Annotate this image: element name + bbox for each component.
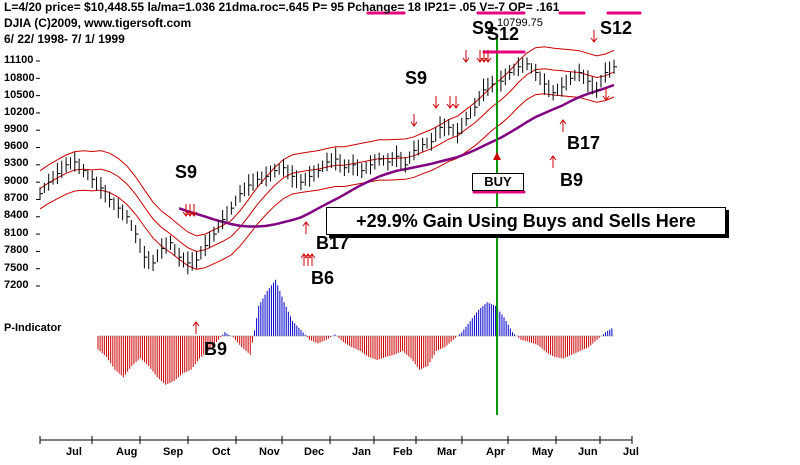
price-note: 10799.75: [497, 17, 543, 29]
y-tick-label: 8400: [4, 209, 29, 221]
moving-average-line: [178, 83, 615, 228]
header-date-range: 6/ 22/ 1998- 7/ 1/ 1999: [4, 32, 125, 46]
sell-arrow: [590, 30, 598, 43]
signal-b6-dec: B6: [311, 268, 335, 288]
sell-arrow: [446, 96, 454, 109]
y-tick-label: 9900: [4, 123, 29, 135]
y-tick-label: 7800: [4, 244, 29, 256]
y-tick-label: 9000: [4, 175, 29, 187]
x-tick-label: Mar: [437, 446, 457, 458]
y-tick-label: 10200: [4, 106, 35, 118]
buy-arrow: [308, 253, 316, 266]
signal-s9-sep: S9: [175, 162, 198, 182]
signal-b9-sep: B9: [204, 339, 228, 359]
sell-arrow: [484, 50, 492, 63]
sell-arrow: [190, 204, 198, 217]
x-tick-label: Jun: [578, 446, 598, 458]
sell-arrow: [432, 96, 440, 109]
x-tick-label: Feb: [393, 446, 413, 458]
x-tick-label: May: [532, 446, 554, 458]
header-title-line: DJIA (C)2009, www.tigersoft.com: [4, 16, 192, 30]
x-tick-label: Aug: [116, 446, 138, 458]
signal-b17-may: B17: [567, 133, 601, 153]
y-tick-label: 8100: [4, 227, 29, 239]
x-tick-label: Jul: [66, 446, 82, 458]
x-tick-label: Sep: [163, 446, 184, 458]
x-tick-label: Apr: [486, 446, 505, 458]
y-tick-label: 9300: [4, 157, 29, 169]
y-tick-label: 7200: [4, 279, 29, 291]
x-tick-label: Oct: [212, 446, 231, 458]
x-tick-label: Jan: [352, 446, 371, 458]
x-tick-label: Jul: [623, 446, 639, 458]
sell-arrow: [602, 88, 610, 101]
y-tick-label: 7500: [4, 262, 29, 274]
buy-arrow: [549, 155, 557, 168]
buy-arrow: [192, 321, 200, 334]
sell-arrow: [410, 114, 418, 127]
x-tick-label: Nov: [259, 446, 280, 458]
sell-arrow: [452, 96, 460, 109]
signal-b17-dec: B17: [316, 233, 350, 253]
lower-band-line: [39, 93, 615, 270]
gain-annotation: +29.9% Gain Using Buys and Sells Here: [326, 207, 726, 235]
signal-b9-may: B9: [560, 170, 584, 190]
header-stats-line: L=4/20 price= $10,448.55 la/ma=1.036 21d…: [4, 0, 560, 14]
x-tick-label: Dec: [304, 446, 325, 458]
signal-s12-apr: S12: [487, 24, 520, 44]
signal-s12-jun: S12: [600, 18, 633, 38]
buy-arrow: [302, 221, 310, 234]
y-tick-label: 10800: [4, 72, 35, 84]
signal-s9-apr: S9: [472, 18, 495, 38]
buy-marker-icon: [493, 152, 501, 160]
y-tick-label: 9600: [4, 140, 29, 152]
buy-label-box: BUY: [472, 173, 524, 191]
p-indicator-label: P-Indicator: [4, 322, 62, 334]
buy-arrow: [559, 119, 567, 132]
sell-arrow: [462, 50, 470, 63]
y-tick-label: 10500: [4, 89, 35, 101]
signal-s9-feb: S9: [405, 68, 428, 88]
y-tick-label: 11100: [4, 54, 34, 66]
y-tick-label: 8700: [4, 192, 29, 204]
